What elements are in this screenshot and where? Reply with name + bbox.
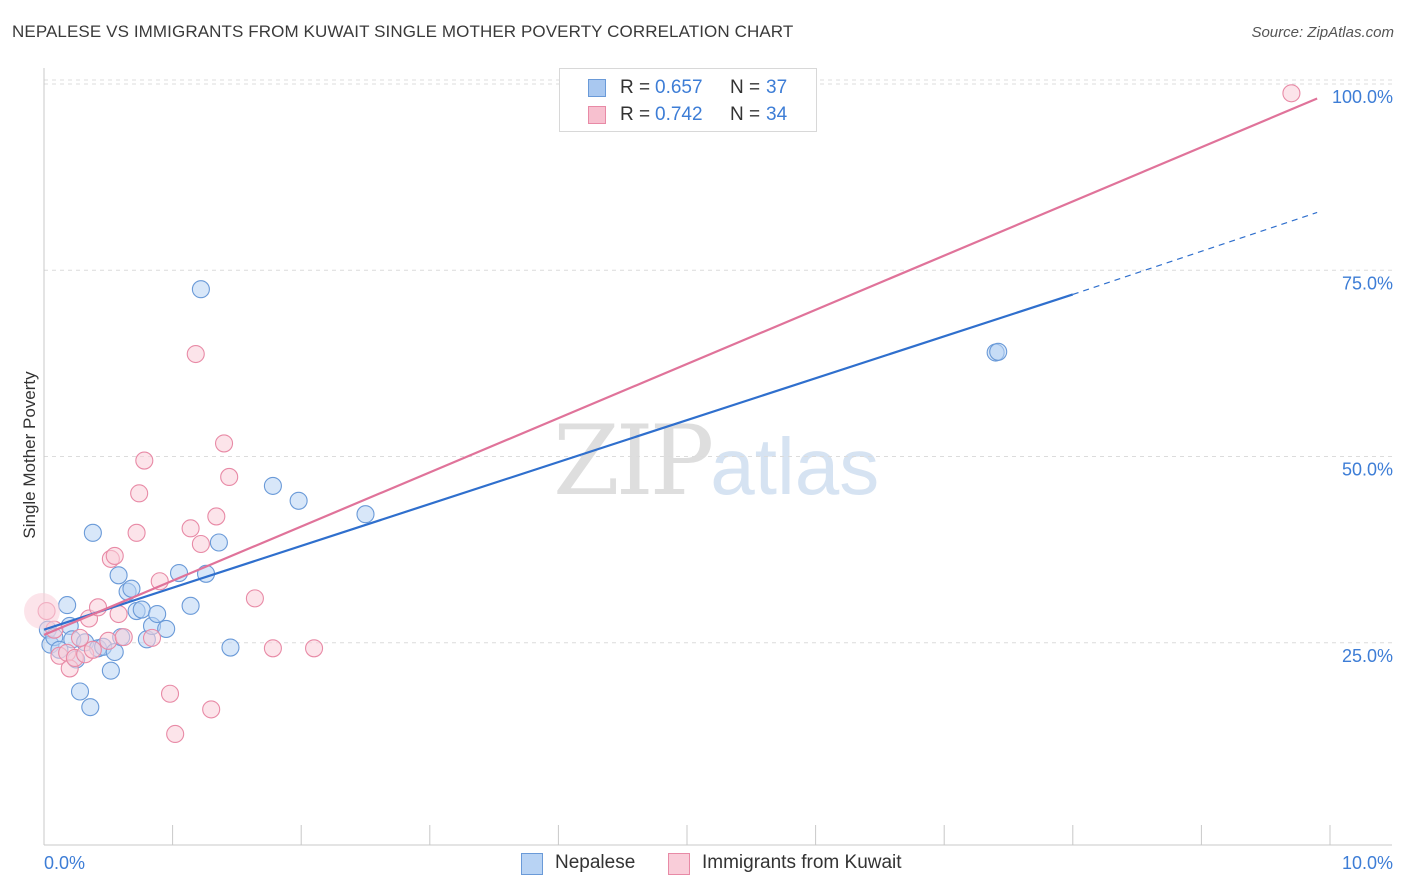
y-tick-label: 25.0% [1342, 646, 1393, 666]
point-immigrants-from-kuwait [135, 451, 154, 470]
bottom-legend-label: Immigrants from Kuwait [702, 852, 902, 873]
point-nepalese [109, 566, 128, 585]
point-immigrants-from-kuwait [181, 519, 200, 538]
point-nepalese [989, 342, 1008, 361]
point-nepalese [221, 638, 240, 657]
point-nepalese [181, 596, 200, 615]
point-immigrants-from-kuwait [305, 639, 324, 658]
point-nepalese [289, 491, 308, 510]
legend-n-label: N = [730, 104, 761, 125]
trendline-nepalese [43, 293, 1074, 631]
y-tick-label: 50.0% [1342, 460, 1393, 480]
y-tick-label: 75.0% [1342, 273, 1393, 293]
legend-n-value: 37 [766, 77, 788, 98]
chart-title: NEPALESE VS IMMIGRANTS FROM KUWAIT SINGL… [12, 22, 794, 41]
source-credit: Source: ZipAtlas.com [1251, 24, 1394, 41]
point-immigrants-from-kuwait [220, 467, 239, 487]
point-nepalese [101, 661, 120, 680]
point-nepalese [81, 698, 100, 717]
legend-r-label: R = [620, 77, 651, 98]
bottom-legend-swatch-nepalese [521, 853, 543, 875]
watermark-atlas: atlas [710, 422, 880, 511]
point-nepalese [191, 280, 210, 299]
point-nepalese [157, 619, 176, 638]
trendline-immigrants-from-kuwait [43, 97, 1318, 636]
point-immigrants-from-kuwait [83, 640, 102, 659]
legend-swatch-nepalese [588, 79, 606, 97]
legend-r-value: 0.657 [655, 77, 703, 98]
point-nepalese [209, 533, 228, 552]
point-immigrants-from-kuwait [191, 534, 210, 554]
point-nepalese [148, 604, 167, 624]
point-nepalese [356, 505, 375, 524]
legend-swatch-kuwait [588, 106, 606, 124]
legend-row-kuwait: R = 0.742 N = 34 [560, 102, 816, 128]
point-immigrants-from-kuwait [127, 523, 146, 542]
bottom-legend-swatch-kuwait [668, 853, 690, 875]
point-immigrants-from-kuwait [1282, 84, 1301, 103]
point-immigrants-from-kuwait [214, 434, 234, 453]
point-nepalese [263, 476, 282, 495]
bottom-legend-label: Nepalese [555, 852, 636, 873]
point-immigrants-from-kuwait [130, 484, 149, 503]
point-immigrants-from-kuwait [202, 700, 221, 719]
point-immigrants-from-kuwait [207, 507, 226, 526]
point-immigrants-from-kuwait [70, 628, 90, 647]
watermark-zip: ZIP [553, 405, 714, 517]
y-tick-label: 100.0% [1332, 87, 1393, 107]
y-axis-title: Single Mother Poverty [20, 371, 39, 539]
point-immigrants-from-kuwait [99, 631, 118, 650]
point-immigrants-from-kuwait [263, 639, 282, 658]
legend-r-value: 0.742 [655, 104, 703, 125]
point-immigrants-from-kuwait [142, 628, 162, 647]
point-immigrants-from-kuwait [186, 344, 205, 364]
point-immigrants-from-kuwait [114, 628, 133, 647]
point-nepalese [83, 523, 102, 542]
point-nepalese [58, 596, 77, 615]
legend-n-label: N = [730, 77, 761, 98]
point-immigrants-from-kuwait [245, 589, 264, 608]
point-immigrants-from-kuwait [105, 546, 124, 565]
trendline-extension-nepalese [1072, 211, 1318, 295]
x-tick-label: 0.0% [44, 853, 85, 873]
legend-r-label: R = [620, 104, 651, 125]
watermark: ZIPatlas [553, 405, 879, 517]
point-immigrants-from-kuwait [160, 684, 180, 703]
point-nepalese [132, 600, 151, 619]
point-immigrants-from-kuwait [166, 724, 185, 744]
stats-legend: R = 0.657 N = 37 R = 0.742 N = 34 [559, 68, 817, 132]
legend-n-value: 34 [766, 104, 788, 125]
x-tick-label: 10.0% [1342, 853, 1393, 873]
point-cluster-immigrants-from-kuwait [24, 593, 60, 630]
legend-row-nepalese: R = 0.657 N = 37 [560, 75, 816, 101]
point-nepalese [70, 682, 90, 701]
